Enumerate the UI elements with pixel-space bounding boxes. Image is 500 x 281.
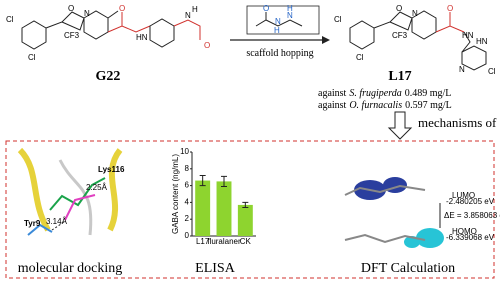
activity-value: 0.597 mg/L (405, 100, 452, 111)
activity-species: O. furnacalis (349, 100, 402, 111)
y-tick-label: 0 (185, 231, 190, 240)
y-tick-label: 10 (180, 147, 189, 156)
dft-image (344, 177, 444, 248)
x-tick-label: fluralaner (207, 237, 241, 246)
docking-label: Lys116 (98, 165, 125, 174)
atom: HN (136, 33, 148, 42)
atom: N (459, 65, 465, 74)
docking-image (17, 147, 123, 236)
error-bar (199, 175, 206, 187)
activity-species: S. frugiperda (349, 88, 401, 99)
dft-label: HOMO (452, 227, 477, 236)
bar (237, 204, 253, 236)
y-tick-label: 8 (185, 164, 190, 173)
atom: HN (476, 37, 488, 46)
y-tick-label: 6 (185, 181, 190, 190)
atom: H (274, 26, 280, 35)
box (246, 5, 320, 35)
atom: O (68, 4, 74, 13)
atom: N (185, 11, 191, 20)
atom: O (204, 41, 210, 50)
dft-label: -6.339068 eV (446, 233, 495, 242)
atom: Cl (488, 67, 496, 76)
x-tick-label: CK (240, 237, 252, 246)
caption: DFT Calculation (361, 261, 455, 276)
y-axis-label: GABA content (ng/mL) (171, 154, 180, 234)
dashed-box (5, 140, 495, 279)
arrow-label: scaffold hopping (246, 48, 313, 59)
atom: Cl (6, 15, 14, 24)
atom: N (412, 9, 418, 18)
arrow-head (322, 36, 330, 44)
atom: N (287, 11, 293, 20)
compound-label: G22 (96, 69, 121, 84)
atom: O (396, 4, 402, 13)
atom: CF3 (392, 31, 408, 40)
atom: N (84, 9, 90, 18)
y-tick-label: 2 (185, 214, 190, 223)
activity-line: against O. furnacalis 0.597 mg/L (318, 100, 452, 111)
atom: HN (462, 31, 474, 40)
atom: O (263, 4, 269, 13)
compound-label: L17 (388, 69, 411, 84)
y-tick-label: 4 (185, 197, 190, 206)
mechanism: mechanisms of action (418, 115, 500, 130)
atom: H (192, 5, 198, 14)
atom: O (447, 4, 453, 13)
error-bar (242, 201, 249, 208)
activity-prefix: against (318, 100, 347, 111)
error-bar (221, 175, 227, 187)
arrow (387, 111, 413, 140)
x-tick-label: L17 (196, 237, 210, 246)
atom: O (119, 4, 125, 13)
atom: H (287, 4, 293, 13)
docking-label: Tyr9 (24, 219, 41, 228)
docking-label: 2.25Å (86, 183, 108, 192)
bar (216, 181, 232, 236)
caption: molecular docking (18, 261, 123, 276)
atom: N (275, 17, 281, 26)
atom: Cl (28, 53, 36, 62)
l17-structure (349, 10, 487, 71)
activity-line: against S. frugiperda 0.489 mg/L (318, 88, 451, 99)
dft-label: -2.480205 eV (446, 197, 495, 206)
atom: CF3 (64, 31, 80, 40)
activity-value: 0.489 mg/L (405, 88, 452, 99)
docking-label: 3.14Å (46, 217, 68, 226)
atom: Cl (334, 15, 342, 24)
bar (195, 180, 211, 236)
g22-structure (21, 10, 201, 50)
atom: Cl (356, 53, 364, 62)
activity-prefix: against (318, 88, 347, 99)
dft-label: ΔE = 3.858063 eV (444, 211, 500, 220)
caption: ELISA (195, 261, 236, 276)
dft-label: LUMO (452, 191, 475, 200)
